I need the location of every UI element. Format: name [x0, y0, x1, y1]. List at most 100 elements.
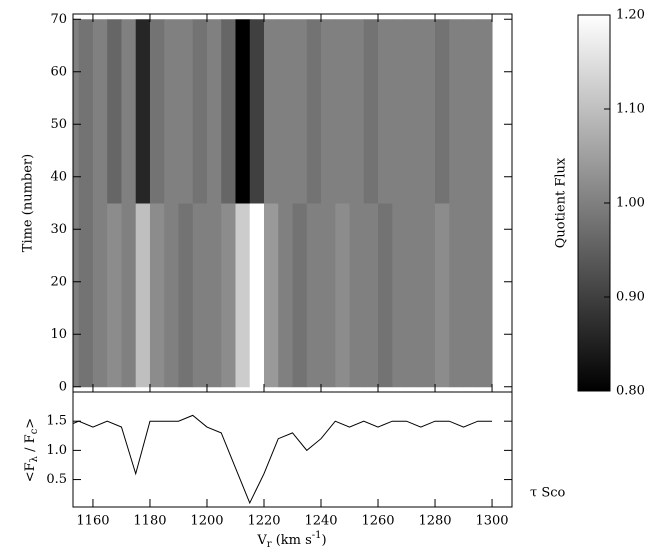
colorbar-tick-label: 1.00 [616, 196, 645, 211]
heat-cell [121, 19, 137, 204]
y2-label-sub: c [29, 428, 40, 434]
heat-cell [349, 19, 365, 204]
heat-cell [135, 203, 151, 388]
y-label: Time (number) [21, 154, 36, 252]
y2-label-part: <F [23, 462, 38, 482]
annotation: τ Sco [530, 486, 566, 501]
heat-cell [363, 203, 379, 388]
x-label-part: ) [322, 533, 327, 548]
x-tick-label: 1180 [133, 514, 166, 529]
x-tick-label: 1300 [475, 514, 508, 529]
heat-cell [463, 19, 479, 204]
heat-cell [321, 203, 336, 388]
heat-cell [206, 19, 222, 204]
heat-cell [306, 19, 322, 204]
x-label-sub: r [267, 539, 272, 550]
y-tick-label: 50 [50, 117, 67, 132]
heat-cell [249, 19, 265, 204]
heat-cell [449, 203, 465, 388]
x-label-sup: -1 [312, 530, 322, 541]
y-tick-label: 0.5 [46, 472, 67, 487]
heat-cell [392, 203, 408, 388]
y2-label-part: > [23, 418, 38, 429]
heat-cell [235, 19, 251, 204]
heat-cell [378, 19, 393, 204]
heat-cell [235, 203, 251, 388]
heatmap [73, 19, 493, 388]
heat-cell [206, 203, 222, 388]
x-tick-label: 1200 [190, 514, 223, 529]
colorbar-tick-label: 1.20 [616, 8, 645, 23]
heat-cell [192, 19, 208, 204]
heat-cell [420, 203, 436, 388]
heat-cell [121, 203, 137, 388]
colorbar-tick-label: 0.80 [616, 384, 645, 399]
heat-cell [392, 19, 408, 204]
heat-cell [135, 19, 151, 204]
heat-cell [349, 203, 365, 388]
heat-cell [335, 19, 351, 204]
heat-cell [263, 203, 279, 388]
heat-cell [477, 19, 493, 204]
heat-cell [149, 19, 165, 204]
heat-cell [78, 19, 94, 204]
x-tick-label: 1280 [418, 514, 451, 529]
y-tick-label: 40 [50, 169, 67, 184]
colorbar-tick-label: 0.90 [616, 290, 645, 305]
heat-cell [249, 203, 265, 388]
y2-label: <Fλ / Fc> [23, 418, 40, 482]
heat-cell [278, 19, 293, 204]
heat-cell [221, 19, 236, 204]
heat-cell [435, 203, 450, 388]
colorbar-tick-label: 1.10 [616, 102, 645, 117]
y-tick-label: 20 [50, 274, 67, 289]
heat-cell [107, 203, 122, 388]
heat-cell [363, 19, 379, 204]
heat-cell [477, 203, 493, 388]
y-tick-label: 1.0 [46, 443, 67, 458]
heat-cell [92, 203, 108, 388]
y2-label-part: / F [23, 434, 38, 456]
heat-cell [192, 203, 208, 388]
heat-cell [435, 19, 450, 204]
heat-cell [321, 19, 336, 204]
heat-cell [149, 203, 165, 388]
heat-cell [178, 19, 194, 204]
line-group [73, 414, 493, 505]
x-label-part: (km s [272, 533, 312, 548]
heat-cell [263, 19, 279, 204]
y-tick-label: 30 [50, 222, 67, 237]
heat-cell [378, 203, 393, 388]
x-tick-label: 1160 [76, 514, 109, 529]
y-tick-label: 10 [50, 327, 67, 342]
x-tick-label: 1220 [247, 514, 280, 529]
heat-cell [92, 19, 108, 204]
heat-cell [73, 19, 80, 204]
colorbar-label: Quotient Flux [554, 157, 569, 248]
x-label-part: V [256, 533, 267, 548]
heat-cell [164, 19, 179, 204]
heat-cell [406, 203, 422, 388]
heat-cell [335, 203, 351, 388]
line-frame [72, 391, 513, 508]
y-tick-label: 70 [50, 12, 67, 27]
heat-cell [73, 203, 80, 388]
spectrum-line [73, 414, 493, 505]
heat-cell [292, 203, 308, 388]
heat-cell [178, 203, 194, 388]
y-tick-label: 60 [50, 64, 67, 79]
heat-cell [78, 203, 94, 388]
y-tick-label: 0 [59, 379, 67, 394]
y2-label-sub: λ [29, 455, 40, 462]
heat-cell [406, 19, 422, 204]
heat-cell [292, 19, 308, 204]
heat-cell [463, 203, 479, 388]
x-tick-label: 1240 [304, 514, 337, 529]
x-label: Vr (km s-1) [256, 530, 326, 550]
y-tick-label: 1.5 [46, 414, 67, 429]
heat-cell [420, 19, 436, 204]
heat-cell [107, 19, 122, 204]
heat-cell [306, 203, 322, 388]
heat-cell [164, 203, 179, 388]
